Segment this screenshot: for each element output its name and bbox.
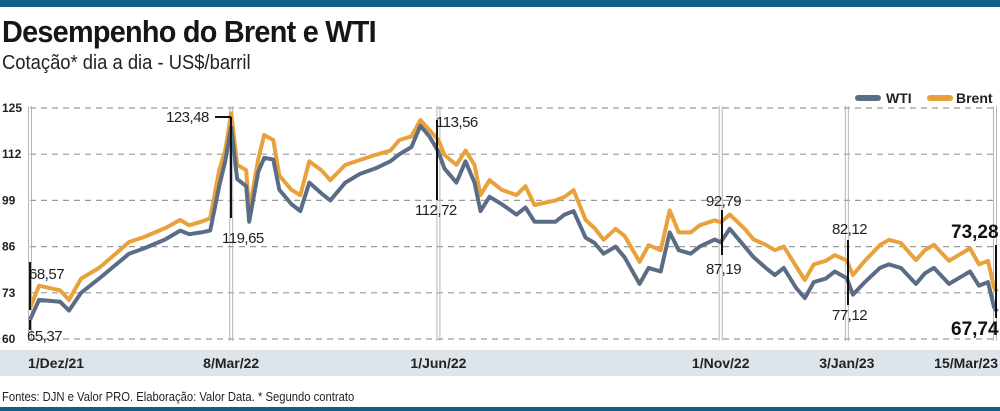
- top-accent-bar: [0, 0, 1000, 7]
- y-tick-label: 73: [2, 286, 16, 300]
- annotation-mar-wti: 119,65: [222, 230, 264, 247]
- annotation-mar-brent: 123,48: [166, 109, 209, 126]
- y-tick-label: 99: [2, 193, 16, 207]
- annotation-jun-wti: 112,72: [415, 202, 457, 219]
- source-footnote: Fontes: DJN e Valor PRO. Elaboração: Val…: [2, 390, 355, 404]
- y-tick-label: 125: [2, 101, 22, 115]
- annotation-end-wti: 67,74: [951, 319, 999, 340]
- legend: WTI Brent: [855, 90, 993, 106]
- gridlines: [30, 107, 997, 340]
- x-date-label: 1/Jun/22: [410, 355, 466, 371]
- x-date-label: 15/Mar/23: [934, 355, 998, 371]
- x-date-label: 3/Jan/23: [819, 355, 874, 371]
- y-axis-ticks: 125 112 99 86 73 60: [2, 101, 22, 346]
- bottom-accent-bar: [0, 407, 1000, 411]
- date-band: [0, 350, 1000, 376]
- annotation-end-brent: 73,28: [951, 222, 999, 243]
- annotation-jan-brent: 82,12: [832, 221, 867, 238]
- annotations: [29, 116, 997, 330]
- y-tick-label: 60: [2, 332, 16, 346]
- annotation-jan-wti: 77,12: [832, 307, 867, 324]
- x-date-label: 8/Mar/22: [203, 355, 259, 371]
- series-lines: [28, 111, 999, 321]
- legend-wti-label: WTI: [886, 90, 912, 106]
- legend-brent-label: Brent: [956, 90, 993, 106]
- annotation-dez-brent: 68,57: [29, 266, 64, 283]
- chart-subtitle: Cotação* dia a dia - US$/barril: [2, 52, 251, 74]
- x-axis-date-labels: 1/Dez/21 8/Mar/22 1/Jun/22 1/Nov/22 3/Jan/23…: [28, 355, 998, 371]
- y-tick-label: 112: [2, 147, 22, 161]
- annotation-nov-wti: 87,19: [706, 261, 741, 278]
- y-tick-label: 86: [2, 240, 16, 254]
- x-date-label: 1/Dez/21: [28, 355, 84, 371]
- annotation-dez-wti: 65,37: [27, 328, 62, 345]
- annotation-nov-brent: 92,79: [706, 193, 741, 210]
- annotation-jun-brent: 113,56: [436, 114, 478, 131]
- series-line-wti: [28, 123, 999, 321]
- x-date-label: 1/Nov/22: [692, 355, 750, 371]
- chart-title: Desempenho do Brent e WTI: [2, 14, 377, 49]
